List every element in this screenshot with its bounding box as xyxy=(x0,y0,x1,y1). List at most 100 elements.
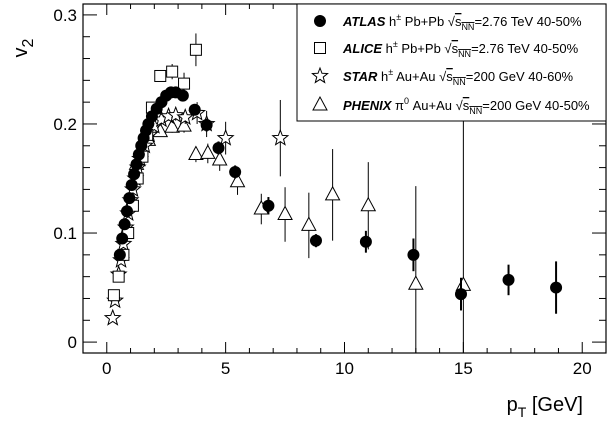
atlas-point xyxy=(502,264,515,296)
phenix-point xyxy=(324,149,341,241)
legend-box xyxy=(296,3,607,122)
phenix-marker xyxy=(277,205,293,220)
alice-marker xyxy=(107,289,120,302)
atlas-point xyxy=(125,179,138,192)
legend-marker-phenix xyxy=(312,95,328,111)
legend-label: STAR h± Au+Au √sNN=200 GeV 40-60% xyxy=(343,67,574,87)
phenix-point xyxy=(188,145,204,163)
phenix-marker xyxy=(229,172,246,188)
legend-label: PHENIX π0 Au+Au √sNN=200 GeV 40-50% xyxy=(343,96,590,116)
atlas-marker xyxy=(212,141,225,154)
alice-point xyxy=(166,63,179,80)
alice-point xyxy=(112,270,125,283)
phenix-point xyxy=(407,186,424,353)
star-marker xyxy=(176,108,195,126)
phenix-marker xyxy=(199,144,216,159)
legend-marker-atlas xyxy=(314,15,326,27)
atlas-point xyxy=(262,197,275,215)
atlas-marker xyxy=(123,192,136,205)
atlas-point xyxy=(407,238,420,272)
atlas-marker xyxy=(407,248,420,261)
legend-entry-alice: ALICE h± Pb+Pb √sNN=2.76 TeV 40-50% xyxy=(314,39,579,59)
legend-label: ATLAS h± Pb+Pb √sNN=2.76 TeV 40-50% xyxy=(342,12,582,32)
alice-marker xyxy=(112,270,125,283)
atlas-marker xyxy=(120,205,133,218)
atlas-point xyxy=(116,232,129,245)
phenix-marker xyxy=(324,185,341,201)
x-tick-label: 5 xyxy=(221,359,230,378)
atlas-point xyxy=(454,277,467,311)
atlas-marker xyxy=(550,281,563,294)
atlas-point xyxy=(359,230,372,253)
phenix-marker xyxy=(164,118,180,133)
legend-marker-star xyxy=(311,66,329,84)
legend-marker-alice xyxy=(314,42,326,54)
y-tick-label: 0.3 xyxy=(53,6,77,25)
alice-point xyxy=(154,69,167,82)
atlas-point xyxy=(118,218,131,231)
legend-label: ALICE h± Pb+Pb √sNN=2.76 TeV 40-50% xyxy=(342,39,579,59)
phenix-point xyxy=(199,143,216,164)
phenix-point xyxy=(360,162,377,250)
y-tick-label: 0.2 xyxy=(53,115,77,134)
atlas-marker xyxy=(176,89,189,102)
atlas-marker xyxy=(309,234,322,247)
atlas-point xyxy=(128,168,141,181)
atlas-marker xyxy=(262,199,275,212)
phenix-marker xyxy=(188,145,204,161)
star-point xyxy=(216,121,235,155)
star-point xyxy=(103,308,122,326)
phenix-marker xyxy=(211,150,228,166)
phenix-point xyxy=(164,118,180,133)
y-tick-label: 0.1 xyxy=(53,224,77,243)
atlas-point xyxy=(188,103,201,116)
phenix-marker xyxy=(455,276,472,291)
atlas-marker xyxy=(116,232,129,245)
atlas-point xyxy=(229,165,242,179)
atlas-point xyxy=(120,205,133,218)
star-point xyxy=(166,105,185,123)
star-marker xyxy=(166,105,185,123)
atlas-marker xyxy=(188,103,201,116)
legend-entry-star: STAR h± Au+Au √sNN=200 GeV 40-60% xyxy=(311,66,574,87)
alice-marker xyxy=(189,43,202,56)
series-alice xyxy=(107,33,202,302)
x-tick-label: 15 xyxy=(454,359,473,378)
phenix-marker xyxy=(407,275,424,290)
atlas-marker xyxy=(128,168,141,181)
y-tick-label: 0 xyxy=(68,333,77,352)
atlas-point xyxy=(123,192,136,205)
alice-marker xyxy=(178,77,191,90)
atlas-marker xyxy=(454,288,467,301)
x-tick-label: 20 xyxy=(573,359,592,378)
x-tick-label: 10 xyxy=(335,359,354,378)
atlas-marker xyxy=(125,179,138,192)
phenix-point xyxy=(277,187,293,242)
atlas-point xyxy=(550,261,563,314)
legend: ATLAS h± Pb+Pb √sNN=2.76 TeV 40-50% ALICE… xyxy=(296,3,607,122)
alice-point xyxy=(107,289,120,302)
alice-marker xyxy=(154,69,167,82)
star-marker xyxy=(216,128,235,146)
data-layer xyxy=(103,33,563,353)
atlas-point xyxy=(130,158,143,171)
series-atlas xyxy=(113,86,563,314)
atlas-marker xyxy=(113,248,126,261)
atlas-point xyxy=(309,234,322,248)
atlas-point xyxy=(113,248,126,261)
legend-entry-phenix: PHENIX π0 Au+Au √sNN=200 GeV 40-50% xyxy=(312,95,590,116)
atlas-marker xyxy=(229,165,242,178)
y-axis-title: v2 xyxy=(10,38,37,57)
phenix-marker xyxy=(301,216,317,231)
x-axis-title: pT [GeV] xyxy=(507,394,583,420)
atlas-marker xyxy=(130,158,143,171)
atlas-point xyxy=(176,89,189,102)
phenix-marker xyxy=(360,196,377,212)
legend-entry-atlas: ATLAS h± Pb+Pb √sNN=2.76 TeV 40-50% xyxy=(314,12,582,32)
atlas-point xyxy=(212,141,225,155)
atlas-marker xyxy=(502,273,515,286)
star-point xyxy=(176,108,195,126)
atlas-marker xyxy=(200,119,213,132)
alice-point xyxy=(189,33,202,67)
